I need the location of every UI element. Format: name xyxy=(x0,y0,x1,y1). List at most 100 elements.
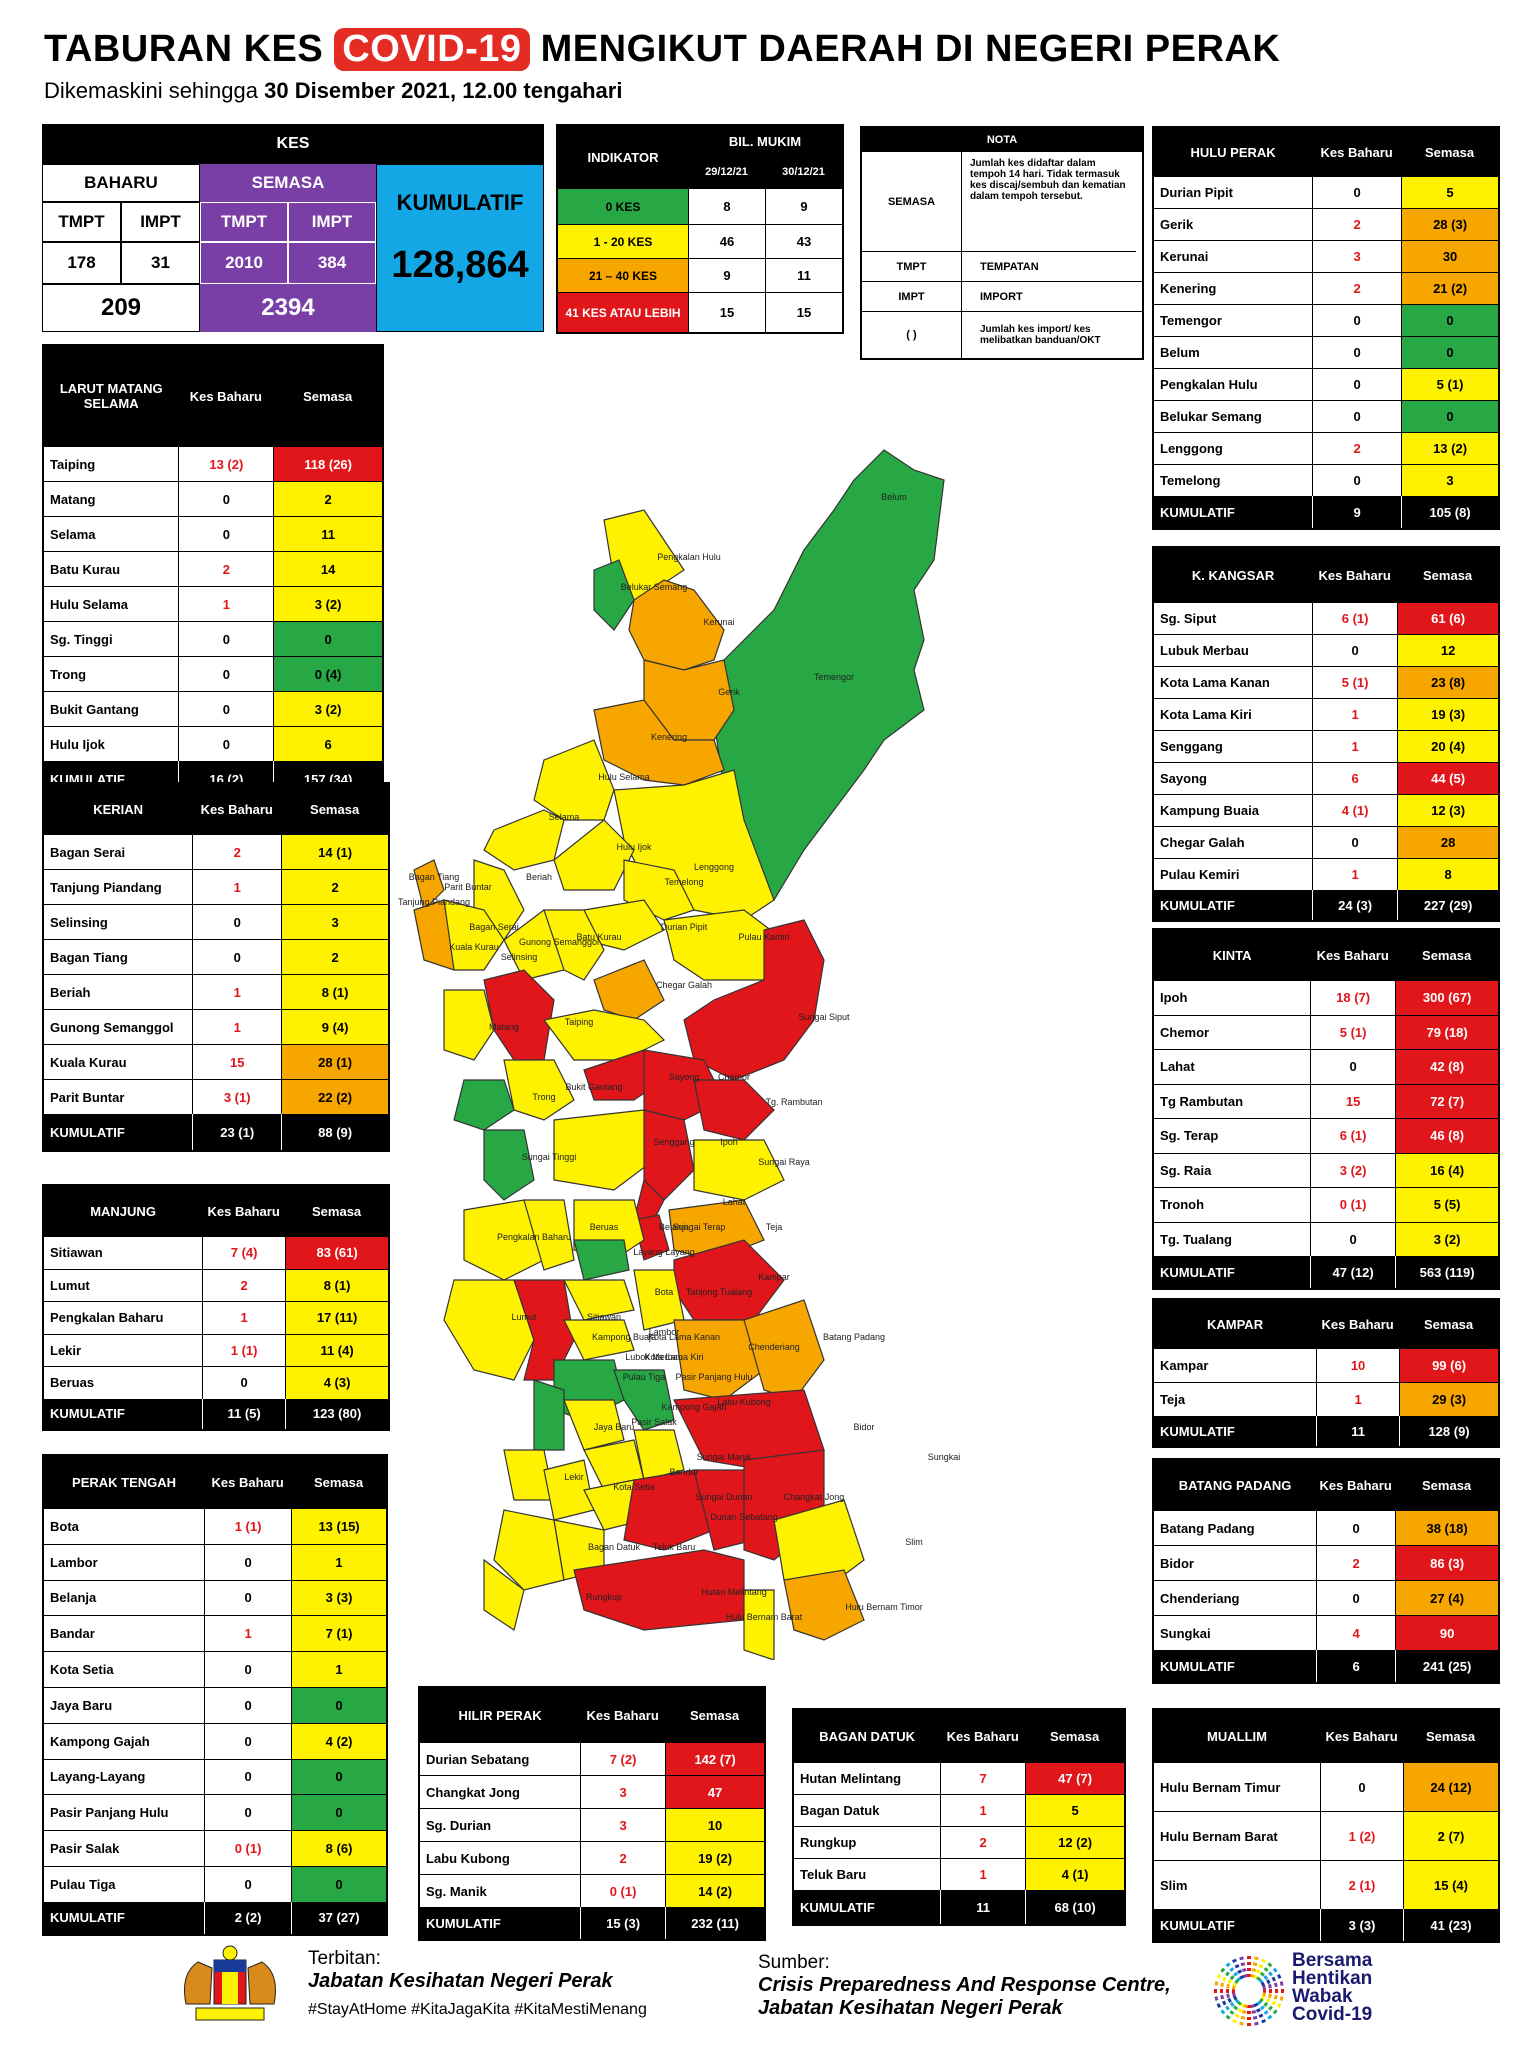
table-row: Belukar Semang 0 0 xyxy=(1154,400,1498,432)
map-label: Sungkai xyxy=(928,1452,961,1462)
source-block: Sumber: Crisis Preparedness And Response… xyxy=(758,1952,1171,2020)
baharu-impt-value: 31 xyxy=(121,242,200,284)
kes-baharu-value: 1 xyxy=(1316,1383,1399,1416)
kumulatif-kes-baharu: 11 xyxy=(940,1890,1025,1924)
baharu-header: BAHARU xyxy=(42,164,200,202)
district-table-kuala_kangsar: K. KANGSAR Kes Baharu Semasa Sg. Siput 6 (1)… xyxy=(1152,546,1500,922)
table-row: Selinsing 0 3 xyxy=(44,904,388,939)
table-row: Belum 0 0 xyxy=(1154,336,1498,368)
table-row: Sg. Terap 6 (1) 46 (8) xyxy=(1154,1118,1498,1153)
mukim-shape-taiping xyxy=(483,969,555,1061)
map-label: Beruas xyxy=(590,1222,619,1232)
kes-baharu-value: 0 (1) xyxy=(580,1875,665,1907)
mukim-name: Belukar Semang xyxy=(1160,409,1262,424)
kumulatif-semasa: 105 (8) xyxy=(1401,496,1498,528)
mukim-name: Lambor xyxy=(50,1554,98,1570)
semasa-header: SEMASA xyxy=(200,164,376,202)
table-row: Pengkalan Baharu 1 17 (11) xyxy=(44,1301,388,1334)
kes-baharu-value: 3 xyxy=(580,1776,665,1808)
mukim-shape-kota-lama xyxy=(542,1009,666,1061)
indicator-color-3: 41 KES ATAU LEBIH xyxy=(558,292,688,332)
kumulatif-kes-baharu: 23 (1) xyxy=(192,1114,281,1150)
kumulatif-row: KUMULATIF 2 (2) 37 (27) xyxy=(44,1901,386,1934)
mukim-name: Hulu Bernam Barat xyxy=(1160,1828,1278,1844)
table-row: Taiping 13 (2) 118 (26) xyxy=(44,446,382,481)
map-label: Pengkalan Hulu xyxy=(657,552,721,562)
mukim-shape-sungai-tinggi xyxy=(483,1129,535,1201)
source-line2: Jabatan Kesihatan Negeri Perak xyxy=(758,1997,1063,2019)
mukim-shape-bota xyxy=(563,1279,635,1321)
semasa-value: 1 xyxy=(291,1544,386,1580)
mukim-shape-chenderiang xyxy=(673,1319,765,1401)
semasa-value: 11 (4) xyxy=(285,1334,388,1366)
mukim-name: Lenggong xyxy=(1160,441,1223,456)
semasa-value: 28 (3) xyxy=(1401,209,1498,240)
kes-baharu-value: 1 xyxy=(192,975,281,1009)
table-row: Layang-Layang 0 0 xyxy=(44,1758,386,1795)
semasa-value: 19 (2) xyxy=(665,1842,764,1874)
bil-mukim-header: BIL. MUKIM xyxy=(688,126,842,156)
kumulatif-row: KUMULATIF 6 241 (25) xyxy=(1154,1650,1498,1682)
mukim-name: Lekir xyxy=(50,1342,82,1358)
semasa-value: 28 xyxy=(1397,827,1499,858)
table-row: Pasir Salak 0 (1) 8 (6) xyxy=(44,1830,386,1866)
table-row: Chenderiang 0 27 (4) xyxy=(1154,1580,1498,1615)
mukim-name: Bagan Tiang xyxy=(50,949,128,965)
map-label: Durian Sebatang xyxy=(710,1512,778,1522)
table-row: Teluk Baru 1 4 (1) xyxy=(794,1858,1124,1890)
semasa-value: 21 (2) xyxy=(1401,273,1498,304)
table-row: Hulu Bernam Timur 0 24 (12) xyxy=(1154,1762,1498,1811)
semasa-value: 0 xyxy=(1401,337,1498,368)
district-table-kerian: KERIAN Kes Baharu Semasa Bagan Serai 2 14 (1)… xyxy=(42,782,390,1152)
map-label: Sungai Raya xyxy=(758,1157,810,1167)
mukim-name: Lahat xyxy=(1160,1059,1195,1075)
table-row: Bukit Gantang 0 3 (2) xyxy=(44,691,382,726)
map-label: Lahat xyxy=(723,1197,746,1207)
mukim-shape-matang xyxy=(443,989,495,1061)
kumulatif-kes-baharu: 11 (5) xyxy=(202,1398,285,1429)
table-row: Sitiawan 7 (4) 83 (61) xyxy=(44,1236,388,1269)
mukim-name: Sg. Tinggi xyxy=(50,631,113,647)
col-kes-baharu: Kes Baharu xyxy=(946,1728,1019,1744)
table-row: Kota Lama Kiri 1 19 (3) xyxy=(1154,698,1499,730)
sumber-label: Sumber: xyxy=(758,1952,830,1973)
mukim-name: Gunong Semanggol xyxy=(50,1019,174,1035)
kes-baharu-value: 7 (4) xyxy=(202,1237,285,1269)
map-label: Hulu Bernam Timor xyxy=(845,1602,923,1612)
semasa-value: 4 (3) xyxy=(285,1367,388,1399)
semasa-value: 0 (4) xyxy=(273,657,382,691)
map-label: Pasir Panjang Hulu xyxy=(675,1372,752,1382)
kes-baharu-value: 1 (1) xyxy=(202,1334,285,1366)
semasa-value: 14 xyxy=(273,552,382,586)
table-row: Rungkup 2 12 (2) xyxy=(794,1826,1124,1858)
kes-baharu-value: 1 xyxy=(192,1010,281,1044)
kes-baharu-value: 1 xyxy=(1312,699,1397,730)
semasa-value: 47 xyxy=(665,1776,764,1808)
col-semasa: Semasa xyxy=(313,1474,364,1490)
district-name: BATANG PADANG xyxy=(1178,1477,1292,1493)
map-label: Changkat Jong xyxy=(784,1492,845,1502)
mukim-name: Temengor xyxy=(1160,313,1222,328)
table-row: Pengkalan Hulu 0 5 (1) xyxy=(1154,368,1498,400)
mukim-name: Labu Kubong xyxy=(426,1850,510,1866)
semasa-value: 14 (2) xyxy=(665,1875,764,1907)
sunburst-icon xyxy=(1211,1953,1287,2029)
table-row: Sg. Durian 3 10 xyxy=(420,1808,764,1841)
map-label: Parit Buntar xyxy=(444,882,492,892)
semasa-value: 12 xyxy=(1397,635,1499,666)
kes-baharu-value: 0 (1) xyxy=(1310,1188,1395,1222)
mukim-name: Lubuk Merbau xyxy=(1160,643,1249,658)
mukim-shape-ipoh xyxy=(643,1109,695,1201)
indicator-header: INDIKATOR xyxy=(558,126,688,188)
semasa-value: 3 (2) xyxy=(273,692,382,726)
semasa-value: 44 (5) xyxy=(1397,763,1499,794)
map-label: Hutan Melintang xyxy=(701,1587,767,1597)
mukim-name: Bota xyxy=(50,1518,79,1534)
map-label: Sungai Siput xyxy=(798,1012,850,1022)
table-row: Kenering 2 21 (2) xyxy=(1154,272,1498,304)
mukim-shape-pasir-salak xyxy=(563,1399,625,1451)
kes-baharu-value: 1 xyxy=(940,1795,1025,1826)
mukim-name: Chenderiang xyxy=(1160,1590,1240,1606)
mukim-shape-bagan-datuk xyxy=(493,1509,565,1591)
indicator-count: 8 xyxy=(688,188,765,224)
